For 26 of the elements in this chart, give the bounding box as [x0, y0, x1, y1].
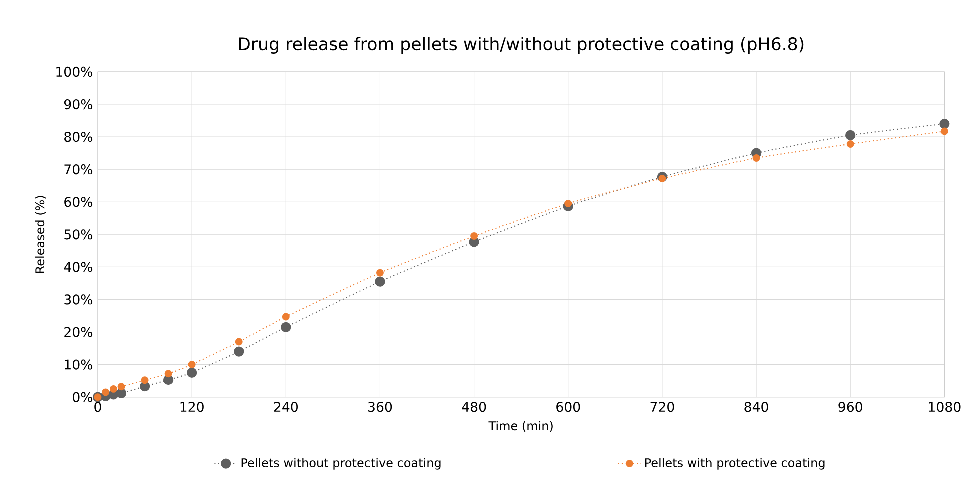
x-tick-label: 480 — [462, 402, 486, 412]
x-tick-label: 600 — [556, 402, 580, 412]
x-tick-label: 1080 — [929, 402, 961, 412]
y-tick-label: 10% — [65, 360, 93, 370]
y-tick-label: 70% — [64, 164, 93, 174]
x-tick-label: 960 — [838, 402, 862, 412]
x-tick-label: 360 — [368, 402, 392, 412]
y-tick-label: 80% — [64, 132, 93, 142]
y-tick-label: 30% — [64, 294, 93, 305]
x-tick-label: 720 — [650, 402, 674, 412]
y-tick-label: 40% — [64, 262, 93, 272]
x-axis-title: Time (min) — [488, 421, 553, 432]
y-tick-label: 90% — [64, 99, 93, 110]
legend-label: Pellets without protective coating — [242, 458, 441, 470]
y-tick-label: 50% — [64, 229, 93, 240]
y-tick-label: 100% — [56, 66, 93, 77]
y-tick-label: 0% — [73, 392, 93, 402]
x-tick-label: 840 — [744, 402, 768, 412]
chart-title: Drug release from pellets with/without protective coating (pH6.8) — [239, 37, 804, 54]
y-tick-label: 20% — [64, 327, 93, 338]
x-tick-label: 0 — [94, 402, 102, 412]
legend-label: Pellets with protective coating — [645, 458, 825, 470]
y-axis-title: Released (%) — [35, 196, 46, 273]
x-tick-label: 240 — [274, 402, 298, 412]
y-tick-label: 60% — [64, 196, 93, 208]
x-tick-label: 120 — [180, 402, 204, 412]
